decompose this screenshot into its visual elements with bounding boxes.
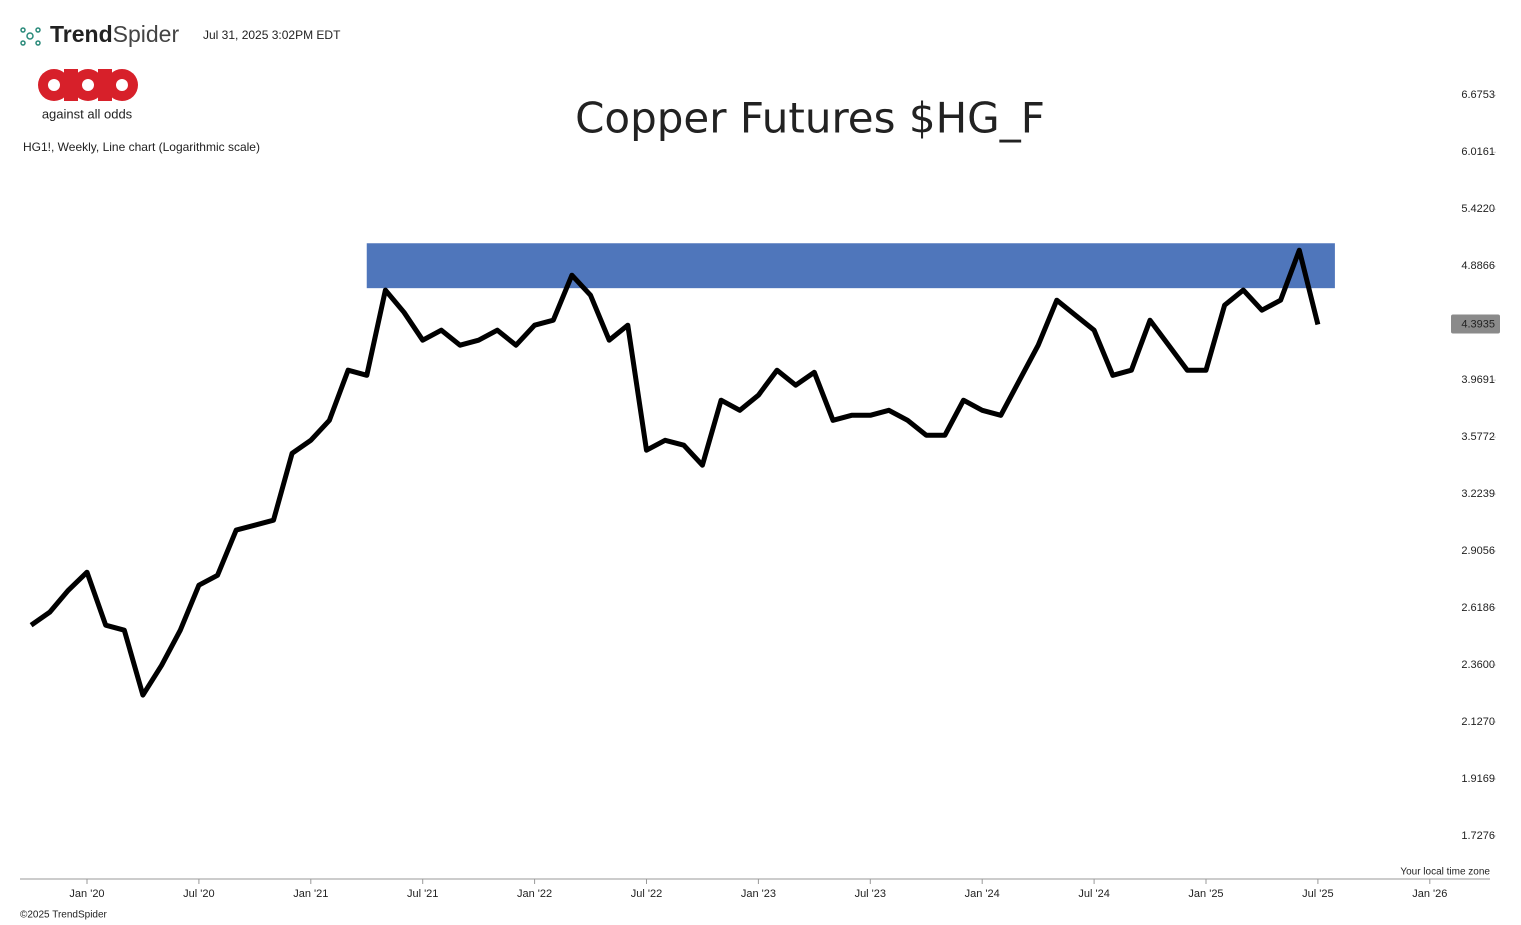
x-tick-label: Jul '22 bbox=[631, 888, 662, 900]
y-tick-label: 6.6753 bbox=[1461, 89, 1495, 101]
y-tick-label: 2.9056 bbox=[1461, 545, 1495, 557]
y-tick-label: 6.0161 bbox=[1461, 146, 1495, 158]
x-tick-label: Jan '25 bbox=[1188, 888, 1223, 900]
logo-text: against all odds bbox=[42, 106, 133, 121]
brand-icon bbox=[20, 27, 41, 46]
brand-bold: Trend bbox=[50, 21, 113, 47]
chart-title: Copper Futures $HG_F bbox=[575, 94, 1045, 143]
price-box bbox=[1451, 314, 1500, 334]
y-tick-label: 3.9691 bbox=[1461, 374, 1495, 386]
x-tick-label: Jan '22 bbox=[517, 888, 552, 900]
x-tick-label: Jul '20 bbox=[183, 888, 214, 900]
x-tick-label: Jan '21 bbox=[293, 888, 328, 900]
brand-light: Spider bbox=[113, 21, 180, 47]
x-tick-label: Jul '21 bbox=[407, 888, 438, 900]
logo bbox=[38, 69, 138, 101]
x-tick-label: Jan '26 bbox=[1412, 888, 1447, 900]
footer: ©2025 TrendSpider bbox=[20, 910, 108, 921]
y-tick-label: 2.1270 bbox=[1461, 716, 1495, 728]
y-tick-label: 4.8866 bbox=[1461, 260, 1495, 272]
y-tick-label: 1.9169 bbox=[1461, 773, 1495, 785]
y-tick-label: 1.7276 bbox=[1461, 830, 1495, 842]
price-label: 4.3935 bbox=[1461, 318, 1495, 330]
subtitle: HG1!, Weekly, Line chart (Logarithmic sc… bbox=[23, 140, 260, 154]
y-tick-label: 3.5772 bbox=[1461, 431, 1495, 443]
x-note: Your local time zone bbox=[1400, 867, 1490, 878]
price-line bbox=[29, 247, 1321, 698]
x-tick-label: Jan '23 bbox=[741, 888, 776, 900]
x-tick-label: Jul '24 bbox=[1078, 888, 1109, 900]
x-tick-label: Jan '20 bbox=[69, 888, 104, 900]
x-tick-label: Jan '24 bbox=[965, 888, 1000, 900]
y-tick-label: 2.3600 bbox=[1461, 659, 1495, 671]
resistance-zone bbox=[366, 243, 1335, 289]
x-tick-label: Jul '25 bbox=[1302, 888, 1333, 900]
y-tick-label: 3.2239 bbox=[1461, 488, 1495, 500]
y-tick-label: 5.4220 bbox=[1461, 203, 1495, 215]
brand: TrendSpider bbox=[50, 21, 179, 47]
y-tick-label: 2.6186 bbox=[1461, 602, 1495, 614]
x-tick-label: Jul '23 bbox=[855, 888, 886, 900]
timestamp: Jul 31, 2025 3:02PM EDT bbox=[203, 28, 341, 42]
